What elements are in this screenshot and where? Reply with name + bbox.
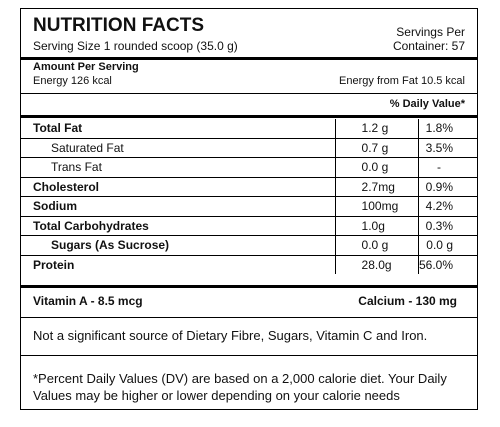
amount: 0.0 g bbox=[334, 235, 419, 255]
divider bbox=[21, 355, 477, 356]
row: Trans Fat 0.0 g- bbox=[21, 157, 477, 177]
amount: 0.7 g bbox=[334, 137, 419, 158]
row: Saturated Fat 0.7 g 3.5% bbox=[21, 137, 477, 158]
divider bbox=[21, 285, 477, 288]
divider bbox=[21, 115, 477, 118]
vitamin-a: Vitamin A - 8.5 mcg bbox=[33, 294, 143, 308]
daily-value: 4.2% bbox=[417, 196, 477, 216]
servings-per: Servings Per bbox=[396, 25, 465, 39]
nutrient: Trans Fat bbox=[21, 157, 336, 177]
row: Total Carbohydrates 1.0g 0.3% bbox=[21, 215, 477, 236]
amount-label: Amount Per Serving bbox=[33, 61, 139, 73]
daily-value: 0.9% bbox=[417, 176, 477, 197]
nutrient: Sugars (As Sucrose) bbox=[21, 235, 336, 255]
daily-value-header: % Daily Value* bbox=[389, 98, 465, 110]
divider bbox=[21, 93, 477, 94]
row: Total Fat 1.2 g 1.8% bbox=[21, 119, 477, 138]
row: Sugars (As Sucrose) 0.0 g 0.0 g bbox=[21, 235, 477, 255]
daily-value: 0.3% bbox=[417, 215, 477, 236]
row: Sodium 100mg 4.2% bbox=[21, 196, 477, 216]
nutrient: Total Fat bbox=[33, 121, 83, 136]
energy-from-fat: Energy from Fat 10.5 kcal bbox=[339, 75, 465, 87]
amount: 1.2 g bbox=[334, 119, 419, 138]
note: Not a significant source of Dietary Fibr… bbox=[33, 328, 428, 343]
calcium: Calcium - 130 mg bbox=[358, 294, 457, 308]
amount: 1.0g bbox=[334, 215, 419, 236]
amount: 28.0g bbox=[334, 254, 419, 274]
row: Cholesterol 2.7mg 0.9% bbox=[21, 176, 477, 197]
nutrient: Sodium bbox=[21, 196, 336, 216]
divider bbox=[21, 57, 477, 60]
daily-value: - bbox=[417, 157, 477, 177]
title: NUTRITION FACTS bbox=[33, 15, 204, 36]
nutrition-label: NUTRITION FACTS Serving Size 1 rounded s… bbox=[20, 8, 478, 410]
divider bbox=[21, 317, 477, 318]
nutrient: Saturated Fat bbox=[21, 137, 336, 158]
nutrient: Cholesterol bbox=[21, 176, 336, 197]
servings-per: Container: 57 bbox=[392, 39, 465, 53]
daily-value: 0.0 g bbox=[417, 235, 477, 255]
daily-value: 1.8% bbox=[417, 119, 477, 138]
footnote: *Percent Daily Values (DV) are based on … bbox=[33, 371, 447, 403]
amount: 2.7mg bbox=[334, 176, 419, 197]
amount: 100mg bbox=[334, 196, 419, 216]
nutrient-table: Total Fat 1.2 g 1.8% Saturated Fat 0.7 g 3.5… bbox=[21, 119, 477, 274]
serving-size: Serving Size 1 rounded scoop (35.0 g) bbox=[33, 39, 238, 53]
amount: 0.0 g bbox=[334, 157, 419, 177]
daily-value: 56.0% bbox=[417, 254, 477, 274]
nutrient: Protein bbox=[21, 254, 336, 274]
energy: Energy 126 kcal bbox=[33, 75, 112, 87]
nutrient: Total Carbohydrates bbox=[21, 215, 336, 236]
daily-value: 3.5% bbox=[417, 137, 477, 158]
row: Protein 28.0g 56.0% bbox=[21, 254, 477, 274]
